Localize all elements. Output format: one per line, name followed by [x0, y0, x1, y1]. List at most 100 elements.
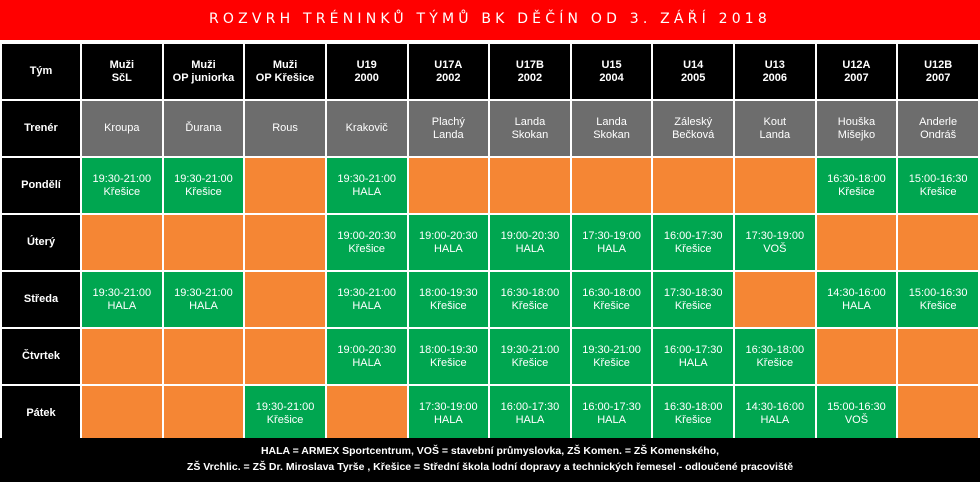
session-cell: 17:30-19:00 HALA: [571, 215, 652, 270]
session-time: 16:00-17:30: [500, 400, 560, 413]
session-cell: 16:30-18:00 Křešice: [490, 272, 570, 327]
session-cell: 19:30-21:00 Křešice: [490, 329, 570, 384]
session-place: VOŠ: [763, 242, 787, 255]
trainer-name: Rous: [272, 122, 298, 134]
session-place: Křešice: [429, 299, 467, 312]
team-name: U12B: [924, 58, 953, 71]
trainer-name: Kroupa: [104, 122, 140, 134]
session-time: 19:30-21:00: [174, 286, 233, 299]
trainer-name-second: Landa: [433, 128, 464, 141]
session-cell: 19:30-21:00 HALA: [326, 158, 407, 213]
session-place: HALA: [597, 242, 626, 255]
team-name: U17B: [515, 58, 544, 71]
day-label: Středa: [2, 272, 80, 327]
team-name: U15: [601, 58, 622, 71]
team-header-cell: U19 2000: [326, 44, 407, 99]
session-cell: 19:30-21:00 HALA: [82, 272, 162, 327]
session-place: Křešice: [185, 185, 222, 198]
legend-line-1: HALA = ARMEX Sportcentrum, VOŠ = stavebn…: [260, 445, 720, 457]
session-place: HALA: [597, 413, 626, 426]
session-cell: 19:30-21:00 Křešice: [163, 158, 244, 213]
schedule-body: Tým Muži SčL Muži OP juniorka Muži OP Křešice…: [2, 44, 978, 441]
session-place: Křešice: [756, 356, 794, 369]
session-time: 19:30-21:00: [337, 172, 397, 185]
trainer-cell: Kout Landa: [735, 101, 815, 156]
session-time: 14:30-16:00: [827, 286, 886, 299]
team-header-cell: U12B 2007: [898, 44, 978, 99]
session-cell: 15:00-16:30 Křešice: [898, 272, 978, 327]
team-header-cell: U13 2006: [735, 44, 815, 99]
trainer-cell: Houška Mišejko: [816, 101, 897, 156]
session-place: HALA: [842, 299, 871, 312]
session-time: 17:30-19:00: [418, 400, 478, 413]
team-subtitle: 2000: [354, 71, 379, 84]
empty-slot-cell: [245, 158, 325, 213]
trainer-row: Trenér Kroupa Ďurana Rous Krakovič Plachý Lan…: [2, 101, 978, 156]
team-name: Muži: [109, 58, 135, 71]
team-name: U17A: [434, 58, 463, 71]
empty-slot-cell: [490, 158, 570, 213]
session-time: 19:30-21:00: [255, 400, 315, 413]
day-row: Čtvrtek 19:00-20:30 HALA 18:00-19:30 Křešice…: [2, 329, 978, 384]
empty-slot-cell: [163, 215, 244, 270]
session-time: 15:00-16:30: [908, 286, 968, 299]
trainer-cell: Plachý Landa: [408, 101, 489, 156]
session-place: Křešice: [511, 356, 549, 369]
empty-slot-cell: [163, 386, 244, 441]
empty-slot-cell: [571, 158, 652, 213]
trainer-name-second: Skokan: [593, 128, 630, 141]
empty-slot-cell: [82, 386, 162, 441]
session-time: 16:30-18:00: [500, 286, 560, 299]
session-place: Křešice: [593, 299, 630, 312]
session-cell: 14:30-16:00 HALA: [816, 272, 897, 327]
team-name: Muži: [191, 58, 216, 71]
team-subtitle: SčL: [111, 71, 132, 84]
session-cell: 16:30-18:00 Křešice: [735, 329, 815, 384]
session-time: 16:30-18:00: [745, 343, 805, 356]
session-time: 19:30-21:00: [582, 343, 641, 356]
team-subtitle: 2002: [517, 71, 543, 84]
trainer-name: Landa: [596, 115, 627, 128]
team-subtitle: 2004: [599, 71, 624, 84]
empty-slot-cell: [898, 386, 978, 441]
team-subtitle: 2007: [844, 71, 869, 84]
page-title: ROZVRH TRÉNINKŮ TÝMŮ BK DĚČÍN OD 3. ZÁŘÍ…: [0, 0, 980, 40]
session-time: 16:30-18:00: [663, 400, 723, 413]
session-time: 16:30-18:00: [827, 172, 886, 185]
session-time: 19:30-21:00: [500, 343, 560, 356]
trainer-cell: Rous: [245, 101, 325, 156]
day-label: Čtvrtek: [2, 329, 80, 384]
training-schedule-table: Tým Muži SčL Muži OP juniorka Muži OP Křešice…: [0, 42, 980, 443]
session-cell: 16:30-18:00 Křešice: [816, 158, 897, 213]
session-time: 17:30-19:00: [582, 229, 641, 242]
session-time: 19:00-20:30: [418, 229, 478, 242]
session-place: HALA: [433, 413, 463, 426]
team-header-cell: Muži OP juniorka: [163, 44, 244, 99]
empty-slot-cell: [163, 329, 244, 384]
team-header-cell: U15 2004: [571, 44, 652, 99]
empty-slot-cell: [898, 329, 978, 384]
session-place: Křešice: [838, 185, 875, 198]
session-time: 15:00-16:30: [827, 400, 886, 413]
trainer-name-second: Mišejko: [837, 128, 876, 141]
session-place: Křešice: [348, 242, 386, 255]
session-time: 16:30-18:00: [582, 286, 641, 299]
session-cell: 15:00-16:30 Křešice: [898, 158, 978, 213]
session-cell: 19:00-20:30 Křešice: [326, 215, 407, 270]
trainer-name: Plachý: [431, 115, 465, 128]
empty-slot-cell: [245, 215, 325, 270]
session-place: Křešice: [919, 185, 957, 198]
team-header-cell: U17B 2002: [490, 44, 570, 99]
team-subtitle: 2007: [925, 71, 951, 84]
session-place: VOŠ: [844, 413, 869, 426]
empty-slot-cell: [82, 329, 162, 384]
legend-footer: HALA = ARMEX Sportcentrum, VOŠ = stavebn…: [0, 438, 980, 482]
team-name: U14: [683, 58, 704, 71]
team-subtitle: OP Křešice: [255, 71, 315, 84]
session-cell: 19:30-21:00 Křešice: [82, 158, 162, 213]
team-subtitle: 2002: [436, 71, 461, 84]
session-place: HALA: [107, 299, 137, 312]
trainer-cell: Záleský Bečková: [653, 101, 733, 156]
team-name: U12A: [842, 58, 871, 71]
empty-slot-cell: [245, 272, 325, 327]
